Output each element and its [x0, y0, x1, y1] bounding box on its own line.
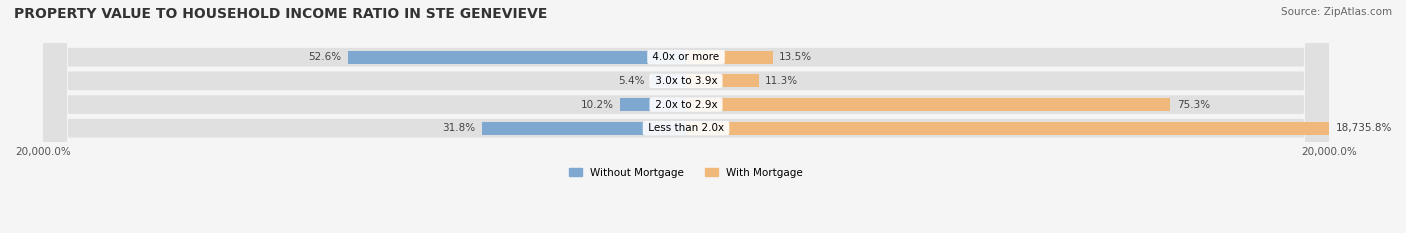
FancyBboxPatch shape	[42, 0, 1329, 233]
Bar	[686, 98, 1170, 111]
Text: 2.0x to 2.9x: 2.0x to 2.9x	[651, 99, 720, 110]
Bar	[686, 122, 1329, 135]
Bar	[686, 74, 759, 87]
Bar	[651, 74, 686, 87]
Bar	[686, 51, 773, 64]
Text: 31.8%: 31.8%	[441, 123, 475, 133]
FancyBboxPatch shape	[42, 0, 1329, 233]
FancyBboxPatch shape	[42, 0, 1329, 233]
Text: 75.3%: 75.3%	[1177, 99, 1211, 110]
Text: 4.0x or more: 4.0x or more	[650, 52, 723, 62]
Text: Source: ZipAtlas.com: Source: ZipAtlas.com	[1281, 7, 1392, 17]
Text: 52.6%: 52.6%	[308, 52, 342, 62]
FancyBboxPatch shape	[42, 0, 1329, 233]
Text: 5.4%: 5.4%	[619, 76, 645, 86]
Bar	[347, 51, 686, 64]
Text: PROPERTY VALUE TO HOUSEHOLD INCOME RATIO IN STE GENEVIEVE: PROPERTY VALUE TO HOUSEHOLD INCOME RATIO…	[14, 7, 547, 21]
Text: 3.0x to 3.9x: 3.0x to 3.9x	[651, 76, 720, 86]
Bar	[620, 98, 686, 111]
Text: 10.2%: 10.2%	[581, 99, 614, 110]
Text: 18,735.8%: 18,735.8%	[1336, 123, 1392, 133]
Legend: Without Mortgage, With Mortgage: Without Mortgage, With Mortgage	[565, 164, 807, 182]
Text: 11.3%: 11.3%	[765, 76, 799, 86]
Text: Less than 2.0x: Less than 2.0x	[645, 123, 727, 133]
Text: 13.5%: 13.5%	[779, 52, 813, 62]
Bar	[481, 122, 686, 135]
